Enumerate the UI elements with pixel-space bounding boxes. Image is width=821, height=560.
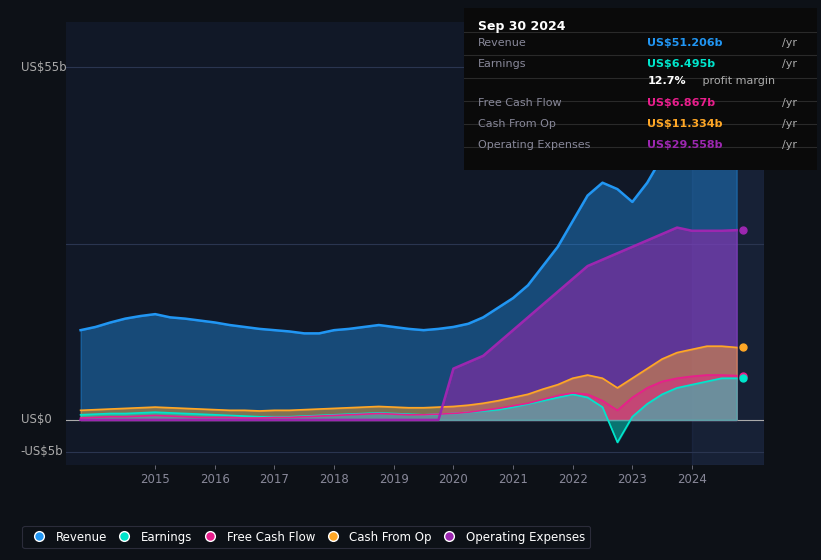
Text: Cash From Op: Cash From Op [478, 119, 556, 129]
Text: US$55b: US$55b [21, 61, 67, 74]
Text: Earnings: Earnings [478, 59, 526, 69]
Text: US$11.334b: US$11.334b [648, 119, 723, 129]
Text: -US$5b: -US$5b [21, 445, 63, 459]
Text: US$0: US$0 [21, 413, 51, 426]
Text: US$6.495b: US$6.495b [648, 59, 716, 69]
Text: /yr: /yr [782, 98, 796, 108]
Text: /yr: /yr [782, 140, 796, 150]
Text: /yr: /yr [782, 38, 796, 48]
Text: /yr: /yr [782, 119, 796, 129]
Text: US$29.558b: US$29.558b [648, 140, 723, 150]
Text: /yr: /yr [782, 59, 796, 69]
Text: US$6.867b: US$6.867b [648, 98, 716, 108]
Text: Sep 30 2024: Sep 30 2024 [478, 20, 566, 32]
Text: Operating Expenses: Operating Expenses [478, 140, 590, 150]
Legend: Revenue, Earnings, Free Cash Flow, Cash From Op, Operating Expenses: Revenue, Earnings, Free Cash Flow, Cash … [22, 526, 590, 548]
Text: profit margin: profit margin [699, 76, 775, 86]
Text: US$51.206b: US$51.206b [648, 38, 723, 48]
Text: Revenue: Revenue [478, 38, 527, 48]
Bar [692, 22, 764, 465]
Text: Free Cash Flow: Free Cash Flow [478, 98, 562, 108]
Text: 12.7%: 12.7% [648, 76, 686, 86]
